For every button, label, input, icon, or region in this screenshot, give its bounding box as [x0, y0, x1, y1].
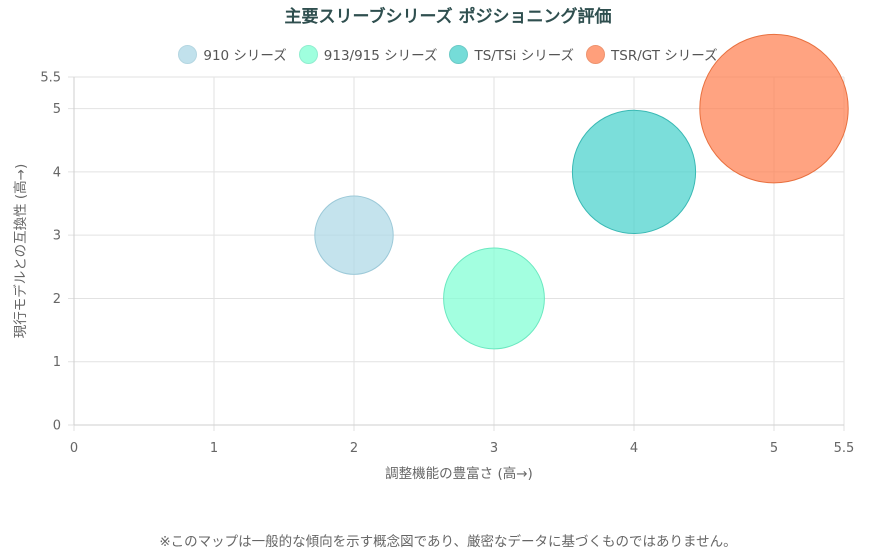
- y-tick-label: 2: [53, 292, 61, 307]
- chart-footnote: ※このマップは一般的な傾向を示す概念図であり、厳密なデータに基づくものではありま…: [159, 534, 737, 550]
- legend-item-4[interactable]: TSR/GT シリーズ: [586, 44, 718, 64]
- chart-title: 主要スリーブシリーズ ポジショニング評価: [284, 7, 612, 27]
- x-tick-label: 4: [630, 441, 638, 456]
- x-tick-label: 0: [70, 441, 78, 456]
- y-axis-title: 現行モデルとの互換性 (高→): [12, 164, 29, 339]
- chart-legend: 910 シリーズ 913/915 シリーズ TS/TSi シリーズ TSR/GT シリ…: [0, 44, 896, 64]
- bubble-4: [699, 33, 849, 184]
- x-tick-label: 2: [350, 441, 358, 456]
- legend-label: 910 シリーズ: [203, 48, 287, 64]
- legend-label: TSR/GT シリーズ: [611, 48, 718, 64]
- legend-swatch: [586, 44, 606, 64]
- y-tick-label: 1: [53, 355, 61, 370]
- y-tick-label: 0: [53, 419, 61, 434]
- x-tick-label: 5.5: [834, 441, 855, 456]
- y-tick-label: 4: [53, 165, 61, 180]
- x-tick-label: 3: [490, 441, 498, 456]
- legend-swatch: [449, 44, 469, 64]
- legend-item-1[interactable]: 910 シリーズ: [178, 44, 287, 64]
- legend-label: 913/915 シリーズ: [323, 48, 438, 64]
- legend-item-3[interactable]: TS/TSi シリーズ: [449, 44, 574, 64]
- x-tick-label: 5: [770, 441, 778, 456]
- y-tick-label: 3: [53, 229, 61, 244]
- y-tick-label: 5.5: [40, 71, 61, 86]
- bubble-3: [571, 109, 697, 235]
- y-tick-label: 5: [53, 102, 61, 117]
- x-axis-title: 調整機能の豊富さ (高→): [385, 465, 533, 482]
- legend-swatch: [178, 44, 198, 64]
- bubble-2: [443, 247, 545, 350]
- bubble-1: [314, 195, 394, 275]
- legend-item-2[interactable]: 913/915 シリーズ: [298, 44, 438, 64]
- x-tick-label: 1: [210, 441, 218, 456]
- legend-swatch: [298, 44, 318, 64]
- legend-label: TS/TSi シリーズ: [474, 48, 575, 64]
